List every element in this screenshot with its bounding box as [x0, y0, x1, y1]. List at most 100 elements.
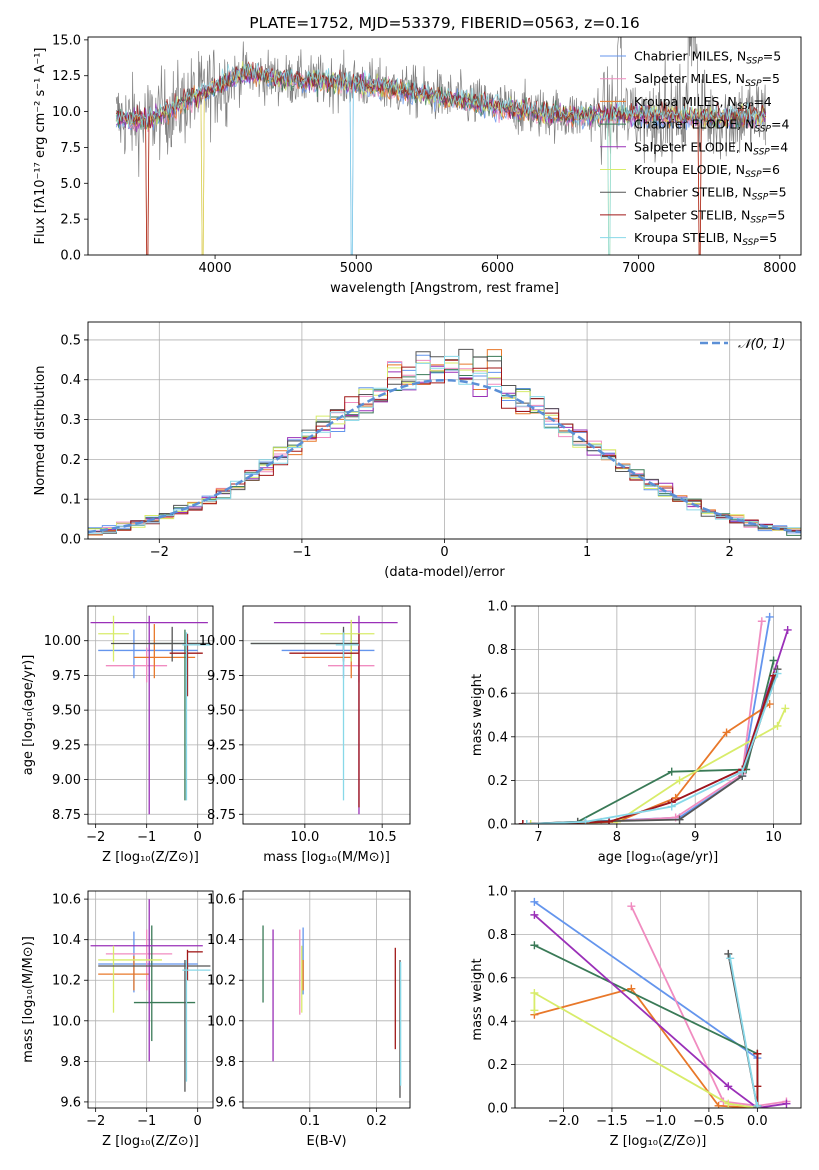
y-tick-label: 1.0 — [487, 600, 508, 615]
legend-entry: 𝒩(0, 1) — [738, 337, 785, 352]
x-tick-label: 0 — [194, 1114, 202, 1129]
y-tick-label: 9.50 — [207, 704, 236, 719]
axes-residuals: −2 −1 0 1 2 0.0 0.1 0.2 0.3 0.4 0.5 (data-model)/er… — [33, 321, 802, 580]
x-tick-label: 4000 — [199, 261, 232, 276]
y-tick-label: 9.8 — [60, 1055, 81, 1070]
weight-line — [534, 987, 758, 1108]
weight-marker — [781, 704, 790, 713]
y-tick-label: 9.6 — [60, 1095, 81, 1110]
y-tick-label: 0.6 — [487, 687, 508, 702]
y-tick-label: 0.2 — [60, 453, 81, 468]
weight-marker — [667, 767, 676, 776]
legend-entry: Kroupa MILES, NSSP=4 — [634, 94, 772, 112]
x-tick-label: 7 — [534, 830, 542, 845]
y-axis-label: mass weight — [470, 958, 485, 1040]
weight-marker — [724, 1082, 733, 1091]
weight-line — [729, 958, 759, 1108]
x-tick-label: 10.0 — [290, 830, 319, 845]
y-tick-label: 10.2 — [207, 974, 236, 989]
x-tick-label: −1.5 — [596, 1114, 628, 1129]
legend-entry: Salpeter MILES, NSSP=5 — [634, 71, 780, 89]
y-tick-label: 10.4 — [207, 933, 236, 948]
y-tick-label: 0.0 — [60, 249, 81, 264]
weight-marker — [530, 988, 539, 997]
y-tick-label: 0.0 — [487, 818, 508, 833]
x-axis-label: (data-model)/error — [384, 565, 505, 580]
weight-marker — [530, 941, 539, 950]
y-tick-label: 15.0 — [52, 33, 81, 48]
legend-entry: Kroupa STELIB, NSSP=5 — [634, 230, 777, 248]
weight-marker — [627, 902, 636, 911]
x-tick-label: 10 — [765, 830, 782, 845]
normal-curve — [88, 378, 801, 534]
y-tick-label: 0.1 — [60, 493, 81, 508]
weight-marker — [753, 1049, 762, 1058]
x-tick-label: −2 — [86, 1114, 105, 1129]
x-axis-label: age [log₁₀(age/yr)] — [598, 850, 719, 865]
legend-entry: Chabrier ELODIE, NSSP=4 — [634, 117, 789, 135]
axes-frame — [514, 890, 802, 1109]
axes-weight-vs-z: −2.0 −1.5 −1.0 −0.5 0.0 0.0 0.2 0.4 0.6 0.8 1.0 Z [… — [470, 885, 802, 1149]
y-tick-label: 12.5 — [52, 69, 81, 84]
x-axis-label: Z [log₁₀(Z/Z⊙)] — [102, 1134, 199, 1149]
y-tick-label: 9.50 — [52, 704, 81, 719]
plot-area — [530, 897, 791, 1108]
legend-entry: Chabrier MILES, NSSP=5 — [634, 49, 781, 67]
weight-marker — [675, 776, 684, 785]
x-tick-label: 2 — [726, 545, 734, 560]
axes-spectrum: 4000 5000 6000 7000 8000 0.0 2.5 5.0 7.5 10.0 12.5… — [33, 14, 802, 296]
x-tick-label: −2 — [86, 830, 105, 845]
y-tick-label: 10.00 — [199, 634, 236, 649]
plot-area — [262, 925, 402, 1098]
x-tick-label: 1 — [583, 545, 591, 560]
y-tick-label: 0.4 — [60, 373, 81, 388]
y-tick-label: 0.2 — [487, 774, 508, 789]
axes-frame — [242, 890, 411, 1109]
axes-age-vs-z: −2 −1 0 8.75 9.00 9.25 9.50 9.75 10.00 Z [log₁₀(Z… — [21, 605, 214, 865]
x-tick-label: −2.0 — [548, 1114, 580, 1129]
y-tick-label: 9.75 — [207, 669, 236, 684]
weight-marker — [530, 910, 539, 919]
axes-age-vs-mass: 10.0 10.5 8.75 9.00 9.25 9.50 9.75 10.00 mass [l… — [199, 605, 411, 865]
y-tick-label: 9.75 — [52, 669, 81, 684]
chart-title: PLATE=1752, MJD=53379, FIBERID=0563, z=0… — [249, 14, 639, 32]
weight-marker — [522, 820, 531, 824]
x-axis-label: Z [log₁₀(Z/Z⊙)] — [102, 850, 199, 865]
weight-marker — [518, 820, 527, 824]
axes-frame — [87, 890, 214, 1109]
x-tick-label: 10.5 — [368, 830, 397, 845]
weight-marker — [753, 1101, 762, 1108]
x-tick-label: 0.1 — [299, 1114, 320, 1129]
weight-marker — [769, 656, 778, 665]
y-tick-label: 2.5 — [60, 213, 81, 228]
weight-marker — [526, 820, 535, 824]
y-tick-label: 10.00 — [44, 634, 81, 649]
y-tick-label: 0.8 — [487, 643, 508, 658]
x-tick-label: −1 — [137, 830, 156, 845]
x-tick-label: −1 — [292, 545, 311, 560]
y-tick-label: 0.0 — [487, 1102, 508, 1117]
x-axis-label: E(B-V) — [306, 1134, 346, 1149]
plot-area — [115, 37, 767, 255]
x-axis-label: mass [log₁₀(M/M⊙)] — [263, 850, 390, 865]
weight-marker — [722, 728, 731, 737]
weight-line — [526, 621, 763, 824]
y-tick-label: 9.8 — [215, 1055, 236, 1070]
weight-marker — [773, 669, 782, 678]
legend-entry: Kroupa ELODIE, NSSP=6 — [634, 162, 780, 180]
y-tick-label: 10.0 — [52, 105, 81, 120]
x-axis-label: Z [log₁₀(Z/Z⊙)] — [610, 1134, 707, 1149]
y-tick-label: 8.75 — [52, 808, 81, 823]
plot-area — [90, 615, 211, 815]
x-tick-label: −1.0 — [645, 1114, 677, 1129]
y-axis-label: Normed distribution — [33, 366, 48, 496]
weight-marker — [757, 617, 766, 626]
x-tick-label: −0.5 — [693, 1114, 725, 1129]
weight-marker — [724, 1099, 733, 1108]
axes-frame — [242, 605, 411, 825]
weight-line — [630, 905, 787, 1107]
x-tick-label: 5000 — [340, 261, 373, 276]
weight-marker — [627, 984, 636, 993]
weight-marker — [773, 721, 782, 730]
y-tick-label: 10.0 — [207, 1014, 236, 1029]
